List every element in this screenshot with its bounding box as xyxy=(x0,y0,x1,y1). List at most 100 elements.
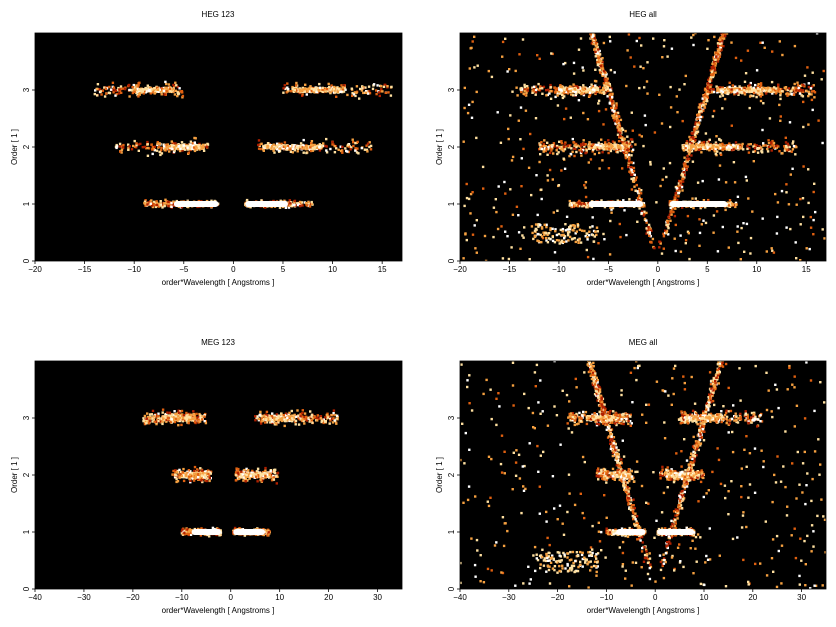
cluster-point xyxy=(186,148,190,151)
cluster-point xyxy=(390,85,393,89)
background-count xyxy=(730,124,733,127)
cluster-point xyxy=(692,206,695,210)
streak-point xyxy=(567,228,571,231)
cluster-point xyxy=(668,200,672,203)
cluster-point xyxy=(192,146,196,149)
background-count xyxy=(679,250,683,253)
background-count xyxy=(779,115,782,118)
cluster-point xyxy=(155,86,159,89)
cluster-point xyxy=(352,141,355,144)
diagonal-band-point xyxy=(696,114,699,117)
cluster-point xyxy=(177,92,181,95)
diagonal-band-point xyxy=(597,48,600,51)
cluster-point xyxy=(298,200,302,204)
cluster-point xyxy=(163,204,166,208)
cluster-point xyxy=(197,144,201,147)
diagonal-band-point xyxy=(662,232,665,235)
cluster-point xyxy=(641,205,644,208)
background-count xyxy=(499,141,503,144)
diagonal-band-point xyxy=(674,185,678,189)
cluster-point xyxy=(365,90,368,93)
background-count xyxy=(562,157,565,160)
streak-point xyxy=(551,239,555,243)
cluster-point xyxy=(113,88,116,91)
diagonal-band-point xyxy=(623,149,627,152)
background-count xyxy=(721,107,724,110)
background-count xyxy=(672,210,675,214)
background-count xyxy=(780,189,784,193)
cluster-point xyxy=(286,146,289,150)
cluster-point xyxy=(275,148,279,151)
cluster-point xyxy=(97,88,101,91)
diagonal-band-point xyxy=(612,104,616,107)
cluster-point xyxy=(272,143,275,146)
cluster-point xyxy=(283,141,287,144)
background-count xyxy=(577,48,581,51)
diagonal-band-point xyxy=(636,196,640,200)
diagonal-band-point xyxy=(691,132,694,136)
cluster-point xyxy=(178,87,181,90)
cluster-point xyxy=(158,142,162,145)
streak-point xyxy=(547,232,551,235)
background-count xyxy=(625,84,628,88)
cluster-point xyxy=(135,142,138,145)
cluster-point xyxy=(194,137,197,140)
cluster-point xyxy=(293,145,297,149)
diagonal-band-point xyxy=(621,137,624,140)
cluster-point xyxy=(329,91,332,94)
background-count xyxy=(589,158,593,161)
cluster-point xyxy=(111,81,115,84)
cluster-point xyxy=(107,91,111,94)
cluster-point xyxy=(120,91,123,94)
cluster-point xyxy=(143,89,146,93)
cluster-point xyxy=(132,144,135,148)
background-count xyxy=(611,206,615,210)
diagonal-band-point xyxy=(722,45,725,48)
background-count xyxy=(475,136,478,140)
cluster-point xyxy=(333,85,336,89)
streak-point xyxy=(586,236,589,239)
diagonal-band-point xyxy=(692,127,696,131)
cluster-point xyxy=(291,147,294,151)
streak-point xyxy=(540,227,544,230)
diagonal-band-point xyxy=(717,53,720,56)
cluster-point xyxy=(704,206,707,209)
cluster-point xyxy=(176,91,179,94)
diagonal-band-point xyxy=(709,76,713,79)
background-count xyxy=(793,44,797,48)
cluster-point xyxy=(147,147,151,150)
cluster-point xyxy=(337,148,340,151)
diagonal-band-point xyxy=(686,159,689,162)
cluster-point xyxy=(346,93,349,97)
background-count xyxy=(802,125,805,129)
diagonal-band-point xyxy=(609,95,612,98)
background-count xyxy=(770,247,773,250)
cluster-point xyxy=(366,150,369,153)
diagonal-band-point xyxy=(628,157,631,160)
diagonal-band-point xyxy=(709,78,712,81)
cluster-point xyxy=(127,146,130,149)
background-count xyxy=(562,62,565,66)
cluster-point xyxy=(333,144,336,148)
cluster-point xyxy=(152,90,156,93)
background-count xyxy=(511,90,514,93)
background-count xyxy=(717,178,721,181)
cluster-point xyxy=(302,146,305,149)
diagonal-band-point xyxy=(638,188,641,191)
background-count xyxy=(487,69,490,73)
cluster-point xyxy=(278,143,281,147)
cluster-point xyxy=(159,204,162,207)
cluster-point xyxy=(134,88,137,91)
diagonal-band-point xyxy=(648,227,651,230)
cluster-point xyxy=(355,91,358,94)
diagonal-band-point xyxy=(642,214,645,217)
diagonal-band-point xyxy=(595,44,598,48)
cluster-point xyxy=(260,142,263,145)
diagonal-band-point xyxy=(619,131,622,135)
background-count xyxy=(739,258,742,261)
cluster-point xyxy=(327,82,330,86)
cluster-point xyxy=(294,84,298,87)
cluster-point xyxy=(301,93,304,96)
diagonal-band-point xyxy=(710,79,713,82)
diagonal-band-point xyxy=(698,106,701,109)
